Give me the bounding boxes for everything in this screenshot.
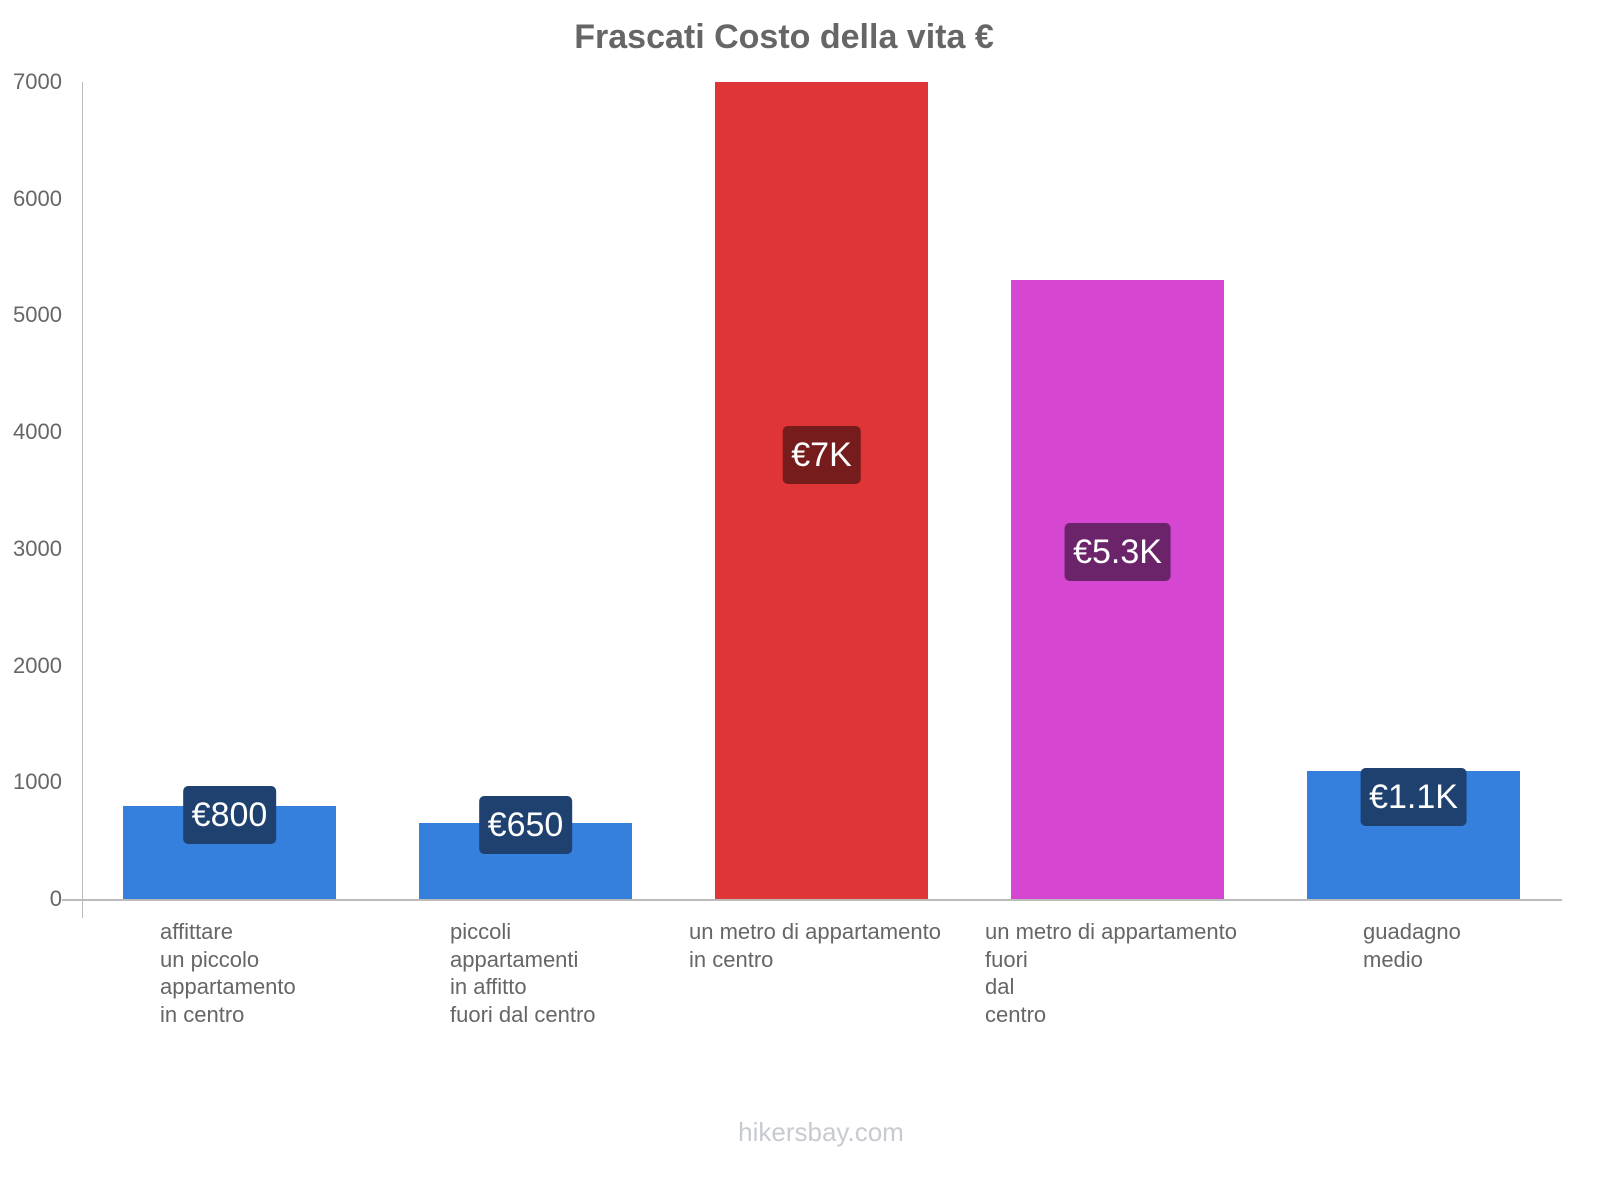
bar-value-label: €7K: [782, 426, 861, 484]
y-axis-line: [82, 82, 83, 918]
x-tick-label: un metro di appartamento in centro: [689, 919, 941, 972]
x-tick-label: affittare un piccolo appartamento in cen…: [160, 919, 296, 1027]
x-tick-label: un metro di appartamento fuori dal centr…: [985, 919, 1237, 1027]
x-axis-line: [62, 899, 1562, 901]
y-tick-label: 6000: [13, 185, 62, 211]
y-tick-label: 1000: [13, 769, 62, 795]
x-tick-label: piccoli appartamenti in affitto fuori da…: [450, 919, 596, 1027]
y-tick-label: 4000: [13, 419, 62, 445]
bar-value-label: €650: [478, 796, 573, 854]
bar-value-label: €1.1K: [1360, 768, 1467, 826]
bar[interactable]: [1011, 280, 1224, 899]
bar-value-label: €800: [182, 786, 277, 844]
y-tick-label: 5000: [13, 302, 62, 328]
watermark: hikersbay.com: [738, 1117, 904, 1147]
x-tick-label: guadagno medio: [1363, 919, 1461, 972]
y-tick-label: 2000: [13, 652, 62, 678]
y-tick-label: 0: [49, 886, 62, 911]
y-tick-label: 3000: [13, 535, 62, 561]
chart-title: Frascati Costo della vita €: [574, 18, 994, 56]
y-tick-label: 7000: [13, 69, 62, 94]
bar-value-label: €5.3K: [1064, 523, 1171, 581]
bar[interactable]: [715, 82, 928, 899]
